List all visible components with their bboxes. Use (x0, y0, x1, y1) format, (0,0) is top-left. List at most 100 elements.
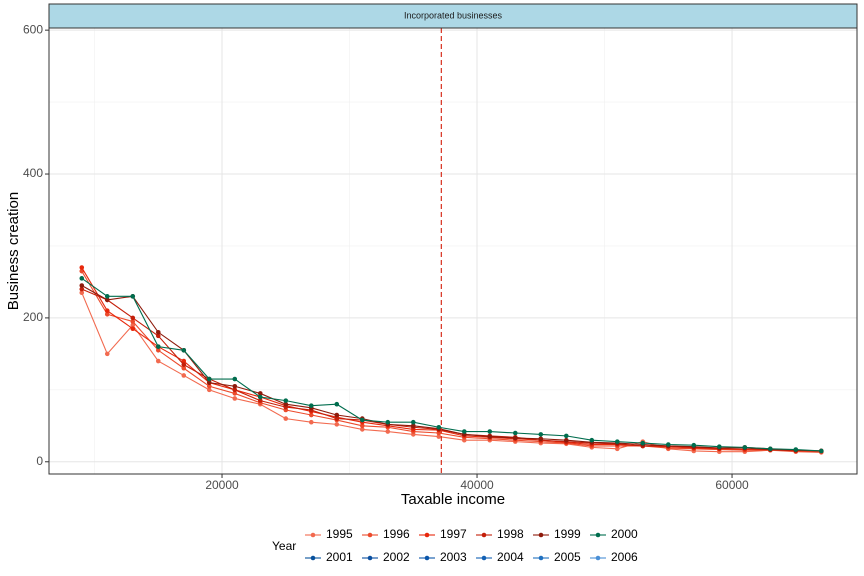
point (130, 315, 136, 321)
point (104, 312, 110, 317)
legend-key-point (310, 555, 316, 561)
point (742, 445, 748, 450)
series-line (81, 270, 822, 453)
legend-label: 2006 (611, 550, 638, 564)
point (206, 383, 212, 389)
point (232, 391, 238, 396)
series-line (81, 292, 822, 453)
point (563, 433, 569, 439)
point (640, 440, 646, 446)
y-tick-label: 0 (36, 454, 43, 468)
point (487, 429, 493, 434)
y-axis-title: Business creation (5, 192, 22, 310)
point (257, 391, 263, 396)
legend-key-point (538, 532, 544, 538)
x-axis-title: Taxable income (401, 491, 505, 508)
point (206, 380, 212, 385)
point (283, 401, 289, 407)
point (155, 344, 161, 349)
point (181, 358, 187, 364)
series-line (81, 285, 822, 452)
point (181, 362, 187, 367)
point (283, 416, 289, 421)
legend-label: 2001 (326, 550, 353, 564)
x-tick-label: 60000 (715, 478, 749, 492)
point (436, 434, 442, 439)
legend-key-point (481, 555, 487, 561)
legend-key-point (481, 532, 487, 538)
point (512, 435, 518, 441)
point (181, 365, 187, 371)
point (130, 326, 136, 331)
point (436, 424, 442, 430)
point (104, 351, 110, 357)
point (614, 439, 620, 444)
series-line (81, 277, 822, 452)
point (334, 416, 340, 421)
point (410, 423, 416, 429)
point (155, 333, 161, 339)
point (334, 422, 340, 427)
point (257, 394, 263, 400)
legend-label: 1998 (497, 527, 524, 541)
point (79, 276, 85, 281)
legend-key-point (538, 555, 544, 561)
point (359, 427, 365, 432)
legend-key-point (367, 532, 373, 538)
point (232, 376, 238, 382)
legend-title: Year (272, 539, 296, 553)
point (155, 329, 161, 335)
legend-key-point (424, 532, 430, 538)
legend-label: 2000 (611, 527, 638, 541)
point (181, 347, 187, 353)
point (334, 401, 340, 407)
point (359, 423, 365, 429)
point (79, 265, 85, 270)
point (283, 398, 289, 403)
point (155, 358, 161, 364)
point (716, 444, 722, 449)
x-tick-label: 20000 (205, 478, 239, 492)
point (155, 347, 161, 353)
point (359, 417, 365, 423)
point (818, 448, 824, 454)
point (232, 396, 238, 401)
point (538, 436, 544, 442)
y-tick-label: 600 (23, 22, 43, 36)
point (665, 442, 671, 447)
point (130, 294, 136, 299)
point (793, 447, 799, 452)
legend-label: 2005 (554, 550, 581, 564)
x-tick-label: 40000 (460, 478, 494, 492)
point (232, 383, 238, 389)
legend-label: 1996 (383, 527, 410, 541)
point (691, 442, 697, 448)
point (538, 432, 544, 437)
series-line (81, 267, 822, 452)
point (181, 373, 187, 378)
point (563, 437, 569, 443)
point (206, 376, 212, 382)
legend-key-point (424, 555, 430, 561)
facet-title: Incorporated businesses (404, 10, 503, 20)
legend-label: 1997 (440, 527, 467, 541)
point (104, 297, 110, 303)
legend-key-point (595, 532, 601, 538)
legend-label: 2003 (440, 550, 467, 564)
point (206, 387, 212, 393)
point (130, 322, 136, 328)
point (385, 429, 391, 434)
legend-key-point (310, 532, 316, 538)
y-tick-label: 400 (23, 166, 43, 180)
point (104, 294, 110, 299)
series-line (81, 288, 822, 452)
point (104, 308, 110, 314)
point (589, 437, 595, 443)
legend-key-point (595, 555, 601, 561)
facet-strip (48, 3, 858, 29)
legend-label: 2002 (383, 550, 410, 564)
point (512, 430, 518, 436)
point (308, 403, 314, 408)
point (461, 429, 467, 434)
